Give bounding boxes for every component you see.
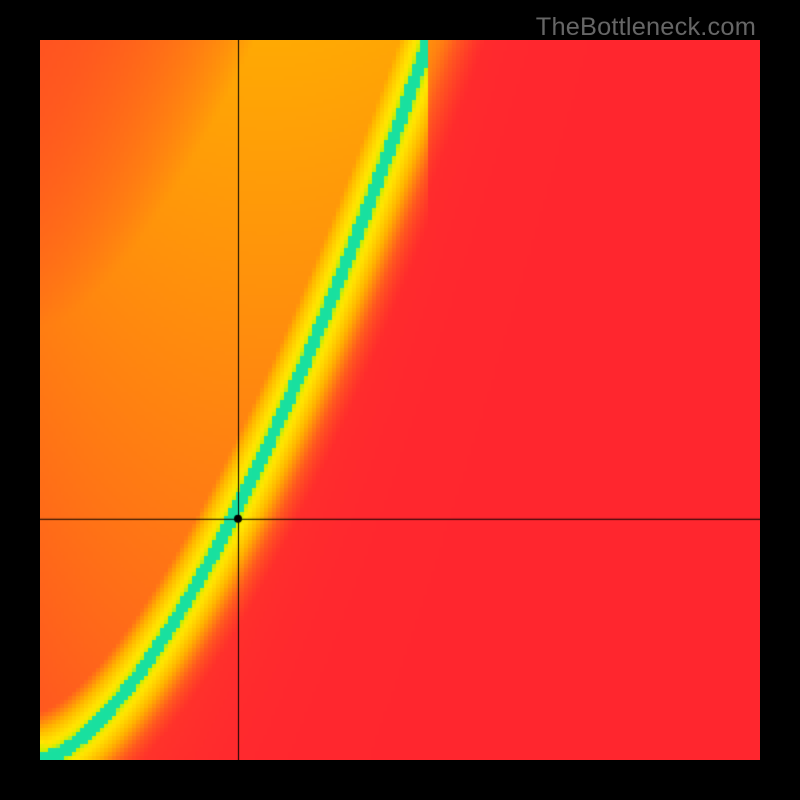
watermark-text: TheBottleneck.com xyxy=(536,13,756,42)
chart-frame: TheBottleneck.com xyxy=(0,0,800,800)
heatmap-canvas xyxy=(40,40,760,760)
plot-area xyxy=(40,40,760,760)
